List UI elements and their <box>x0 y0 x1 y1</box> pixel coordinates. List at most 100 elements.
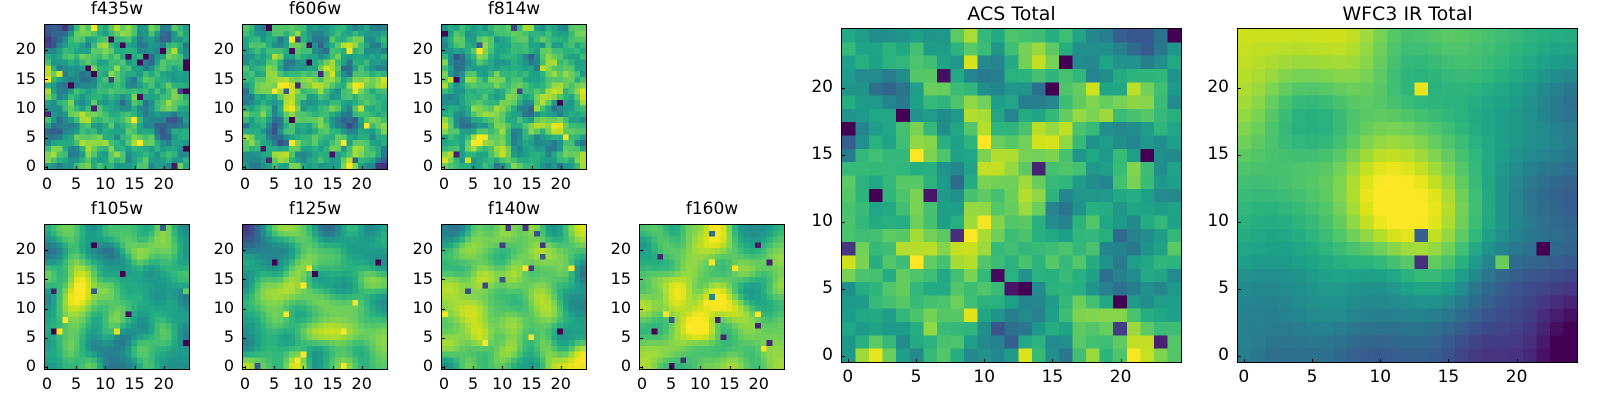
ytick-label-f160w-5: 5 <box>620 326 631 346</box>
ytick-label-f435w-10: 10 <box>15 97 36 117</box>
ytick-mark-acs-total-20 <box>841 88 845 90</box>
ytick-label-f140w-15: 15 <box>412 268 433 288</box>
panel-f105w: f105w 0 0 5 5 10 10 15 15 20 20 <box>0 200 190 400</box>
xtick-label-f814w-5: 5 <box>468 174 479 193</box>
xtick-label-f125w-5: 5 <box>269 374 280 393</box>
xtick-label-acs-total-20: 20 <box>1109 367 1132 387</box>
xtick-label-f125w-10: 10 <box>293 374 314 393</box>
xtick-label-f140w-0: 0 <box>438 374 449 393</box>
xtick-mark-f125w-10 <box>303 366 305 370</box>
xtick-mark-f814w-15 <box>531 166 533 170</box>
panel-f606w: f606w 0 0 5 5 10 10 15 15 20 20 <box>182 0 388 200</box>
xtick-label-acs-total-5: 5 <box>910 367 922 387</box>
xtick-mark-f814w-10 <box>502 166 504 170</box>
ytick-mark-f814w-20 <box>441 50 445 52</box>
ytick-label-acs-total-15: 15 <box>811 143 833 164</box>
ytick-label-f125w-10: 10 <box>213 297 234 317</box>
ytick-mark-f140w-15 <box>441 279 445 281</box>
ytick-mark-f814w-10 <box>441 108 445 110</box>
ytick-mark-acs-total-0 <box>841 356 845 358</box>
heatmap-canvas-wfc3-ir-total <box>1238 29 1577 362</box>
xtick-mark-acs-total-20 <box>1120 359 1122 363</box>
ytick-label-f105w-0: 0 <box>25 356 36 376</box>
ytick-label-acs-total-10: 10 <box>811 210 833 231</box>
xtick-label-f435w-15: 15 <box>124 174 145 193</box>
heatmap-f125w <box>242 224 388 370</box>
ytick-mark-f435w-0 <box>44 167 48 169</box>
xtick-label-f606w-15: 15 <box>322 174 343 193</box>
ytick-label-f160w-10: 10 <box>610 297 631 317</box>
xtick-mark-f160w-20 <box>758 366 760 370</box>
xtick-mark-f125w-20 <box>361 366 363 370</box>
panel-title-f140w: f140w <box>487 199 541 219</box>
ytick-mark-f140w-20 <box>441 250 445 252</box>
ytick-mark-f160w-0 <box>639 367 643 369</box>
heatmap-canvas-f435w <box>45 25 189 169</box>
ytick-label-wfc3-ir-total-20: 20 <box>1207 76 1229 97</box>
ytick-mark-f435w-20 <box>44 50 48 52</box>
xtick-label-acs-total-0: 0 <box>842 367 854 387</box>
ytick-mark-f125w-15 <box>242 279 246 281</box>
xtick-label-f814w-0: 0 <box>438 174 449 193</box>
ytick-label-f435w-15: 15 <box>15 68 36 88</box>
ytick-label-f160w-0: 0 <box>620 356 631 376</box>
xtick-label-f435w-5: 5 <box>71 174 82 193</box>
xtick-mark-f105w-15 <box>134 366 136 370</box>
ytick-mark-f105w-10 <box>44 308 48 310</box>
ytick-mark-f160w-20 <box>639 250 643 252</box>
heatmap-canvas-f105w <box>45 225 189 369</box>
xtick-mark-f140w-15 <box>531 366 533 370</box>
xtick-mark-f160w-5 <box>671 366 673 370</box>
xtick-label-f814w-20: 20 <box>550 174 571 193</box>
xtick-mark-wfc3-ir-total-0 <box>1243 359 1245 363</box>
xtick-label-f435w-0: 0 <box>41 174 52 193</box>
xtick-label-f606w-5: 5 <box>269 174 280 193</box>
xtick-mark-f606w-5 <box>274 166 276 170</box>
ytick-label-f814w-10: 10 <box>412 97 433 117</box>
xtick-mark-f814w-20 <box>560 166 562 170</box>
xtick-label-f105w-20: 20 <box>153 374 174 393</box>
xtick-mark-acs-total-0 <box>847 359 849 363</box>
xtick-label-f606w-20: 20 <box>351 174 372 193</box>
xtick-label-f435w-20: 20 <box>153 174 174 193</box>
ytick-mark-f125w-5 <box>242 337 246 339</box>
ytick-mark-f814w-15 <box>441 79 445 81</box>
ytick-label-wfc3-ir-total-15: 15 <box>1207 143 1229 164</box>
ytick-mark-acs-total-5 <box>841 289 845 291</box>
ytick-label-f814w-15: 15 <box>412 68 433 88</box>
ytick-mark-f125w-0 <box>242 367 246 369</box>
panel-title-f606w: f606w <box>288 0 342 19</box>
heatmap-canvas-f140w <box>442 225 586 369</box>
ytick-mark-f160w-15 <box>639 279 643 281</box>
xtick-label-f606w-0: 0 <box>239 174 250 193</box>
xtick-label-f105w-15: 15 <box>124 374 145 393</box>
xtick-label-wfc3-ir-total-15: 15 <box>1437 367 1460 387</box>
xtick-label-f606w-10: 10 <box>293 174 314 193</box>
ytick-mark-f105w-15 <box>44 279 48 281</box>
xtick-mark-f160w-15 <box>729 366 731 370</box>
panel-f140w: f140w 0 0 5 5 10 10 15 15 20 20 <box>381 200 587 400</box>
ytick-mark-f140w-10 <box>441 308 445 310</box>
heatmap-canvas-f160w <box>640 225 784 369</box>
xtick-mark-f125w-15 <box>332 366 334 370</box>
xtick-mark-f435w-15 <box>134 166 136 170</box>
panel-wfc3-ir-total: WFC3 IR Total 0 0 5 5 10 10 15 15 20 20 <box>1177 4 1578 393</box>
ytick-mark-f125w-10 <box>242 308 246 310</box>
xtick-mark-acs-total-15 <box>1052 359 1054 363</box>
ytick-label-f140w-10: 10 <box>412 297 433 317</box>
heatmap-canvas-f606w <box>243 25 387 169</box>
xtick-label-wfc3-ir-total-5: 5 <box>1306 367 1318 387</box>
xtick-mark-f606w-20 <box>361 166 363 170</box>
ytick-label-wfc3-ir-total-5: 5 <box>1218 277 1229 298</box>
xtick-label-f105w-0: 0 <box>41 374 52 393</box>
ytick-mark-acs-total-10 <box>841 222 845 224</box>
ytick-mark-wfc3-ir-total-15 <box>1237 155 1241 157</box>
ytick-label-f140w-0: 0 <box>422 356 433 376</box>
xtick-label-f105w-10: 10 <box>95 374 116 393</box>
ytick-mark-f606w-15 <box>242 79 246 81</box>
ytick-label-f105w-10: 10 <box>15 297 36 317</box>
ytick-label-f125w-5: 5 <box>223 326 234 346</box>
xtick-label-f140w-20: 20 <box>550 374 571 393</box>
ytick-mark-f140w-5 <box>441 337 445 339</box>
ytick-label-f814w-20: 20 <box>412 39 433 59</box>
